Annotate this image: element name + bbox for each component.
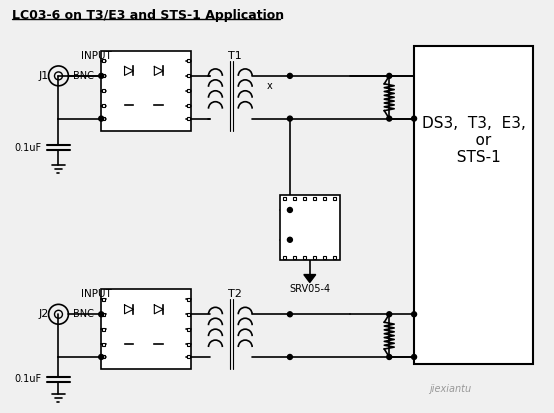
Bar <box>102 59 105 62</box>
Polygon shape <box>155 305 163 314</box>
Bar <box>187 117 190 120</box>
Text: J1: J1 <box>38 71 49 81</box>
Bar <box>304 256 306 259</box>
Circle shape <box>387 312 392 317</box>
Bar <box>102 117 105 120</box>
Text: 0.1uF: 0.1uF <box>14 143 42 153</box>
Circle shape <box>288 237 293 242</box>
Text: SRV05-4: SRV05-4 <box>289 285 330 294</box>
Bar <box>323 197 326 199</box>
Text: T2: T2 <box>228 290 242 299</box>
Bar <box>102 342 105 346</box>
Bar <box>187 298 190 301</box>
Circle shape <box>99 74 104 78</box>
Polygon shape <box>155 66 163 76</box>
Bar <box>313 256 316 259</box>
Bar <box>333 256 336 259</box>
Bar <box>102 298 105 301</box>
Text: T1: T1 <box>228 51 242 61</box>
Bar <box>284 197 286 199</box>
Circle shape <box>387 116 392 121</box>
Bar <box>187 89 190 92</box>
Polygon shape <box>155 335 163 344</box>
Circle shape <box>387 74 392 78</box>
Bar <box>187 342 190 346</box>
Polygon shape <box>125 66 134 76</box>
Text: J2: J2 <box>38 309 49 319</box>
Bar <box>294 197 296 199</box>
Text: INPUT: INPUT <box>81 51 111 61</box>
Bar <box>101 290 191 369</box>
Bar <box>102 74 105 77</box>
Circle shape <box>288 207 293 212</box>
Circle shape <box>387 354 392 359</box>
Bar <box>304 197 306 199</box>
Polygon shape <box>304 275 316 282</box>
Circle shape <box>99 354 104 359</box>
Bar <box>280 195 340 260</box>
Bar <box>102 313 105 316</box>
Circle shape <box>288 116 293 121</box>
Circle shape <box>412 116 417 121</box>
Bar <box>187 328 190 331</box>
Bar <box>333 197 336 199</box>
Circle shape <box>99 116 104 121</box>
Text: LC03-6 on T3/E3 and STS-1 Application: LC03-6 on T3/E3 and STS-1 Application <box>12 9 284 22</box>
Bar <box>102 356 105 358</box>
Bar <box>187 356 190 358</box>
Bar <box>294 256 296 259</box>
Bar <box>102 328 105 331</box>
Circle shape <box>99 312 104 317</box>
Bar <box>101 51 191 131</box>
Bar <box>323 256 326 259</box>
Polygon shape <box>305 220 315 230</box>
Circle shape <box>288 354 293 359</box>
Text: INPUT: INPUT <box>81 290 111 299</box>
Bar <box>102 104 105 107</box>
Bar <box>187 104 190 107</box>
Bar <box>284 256 286 259</box>
Bar <box>102 89 105 92</box>
Bar <box>187 74 190 77</box>
Polygon shape <box>125 305 134 314</box>
Text: 0.1uF: 0.1uF <box>14 374 42 384</box>
Bar <box>414 46 534 364</box>
Bar <box>187 59 190 62</box>
Circle shape <box>288 312 293 317</box>
Polygon shape <box>155 96 163 105</box>
Text: DS3,  T3,  E3,
    or
  STS-1: DS3, T3, E3, or STS-1 <box>422 116 526 165</box>
Polygon shape <box>125 96 134 105</box>
Text: x: x <box>267 81 273 91</box>
Bar <box>187 313 190 316</box>
Text: BNC: BNC <box>73 71 94 81</box>
Circle shape <box>412 354 417 359</box>
Circle shape <box>288 74 293 78</box>
Bar <box>313 197 316 199</box>
Text: BNC: BNC <box>73 309 94 319</box>
Polygon shape <box>125 335 134 344</box>
Circle shape <box>412 312 417 317</box>
Text: jiexiantu: jiexiantu <box>429 384 471 394</box>
